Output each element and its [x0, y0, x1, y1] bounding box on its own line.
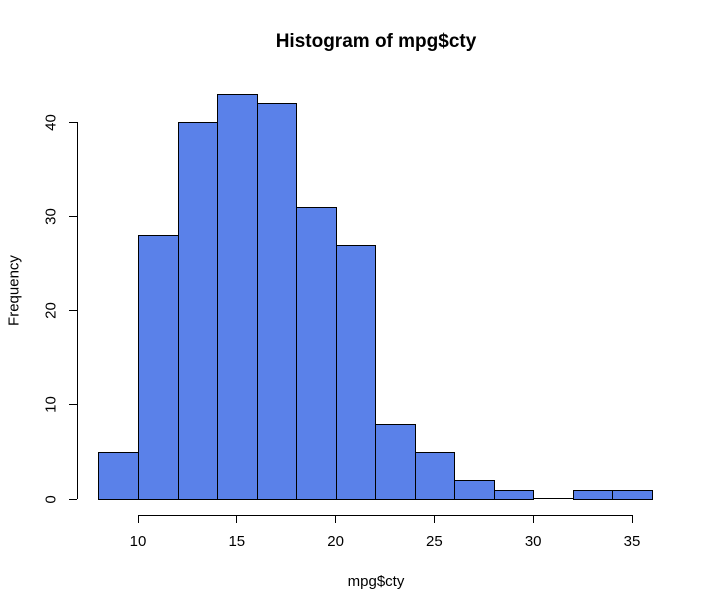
- histogram-bar: [98, 451, 139, 500]
- x-tick-label: 30: [524, 533, 542, 550]
- histogram-bar: [177, 122, 219, 500]
- histogram-bar: [335, 244, 377, 500]
- x-tick: [433, 515, 435, 523]
- x-tick: [335, 515, 337, 523]
- x-tick: [236, 515, 238, 523]
- histogram-bar: [296, 206, 337, 500]
- x-tick-label: 20: [327, 533, 344, 550]
- x-tick: [532, 515, 534, 523]
- histogram-bar: [375, 423, 416, 500]
- histogram-bar-zero: [533, 498, 573, 499]
- y-tick-label: 10: [42, 396, 60, 414]
- histogram-bar: [572, 489, 614, 500]
- x-axis-label: mpg$cty: [347, 573, 405, 590]
- y-tick: [69, 121, 77, 123]
- histogram-bar: [217, 93, 258, 500]
- y-tick: [69, 498, 77, 500]
- histogram-bar: [612, 489, 653, 500]
- x-tick-label: 35: [623, 533, 641, 550]
- y-tick-label: 20: [42, 302, 60, 319]
- y-tick: [69, 215, 77, 217]
- x-tick-label: 25: [426, 533, 443, 550]
- x-tick-label: 15: [228, 533, 246, 550]
- x-axis-line: [137, 515, 633, 516]
- y-axis-line: [77, 121, 78, 500]
- x-tick-label: 10: [129, 533, 147, 550]
- y-tick-label: 30: [42, 208, 60, 225]
- y-tick-label: 0: [42, 494, 60, 504]
- x-tick: [137, 515, 139, 523]
- chart-title: Histogram of mpg$cty: [275, 31, 477, 52]
- histogram-bar: [256, 103, 298, 500]
- x-tick: [631, 515, 633, 523]
- y-tick: [69, 404, 77, 406]
- y-tick-label: 40: [42, 113, 60, 131]
- histogram-bar: [493, 489, 535, 500]
- histogram-bar: [454, 480, 495, 500]
- histogram-bar: [414, 451, 456, 500]
- histogram-bar: [138, 235, 179, 500]
- y-tick: [69, 310, 77, 312]
